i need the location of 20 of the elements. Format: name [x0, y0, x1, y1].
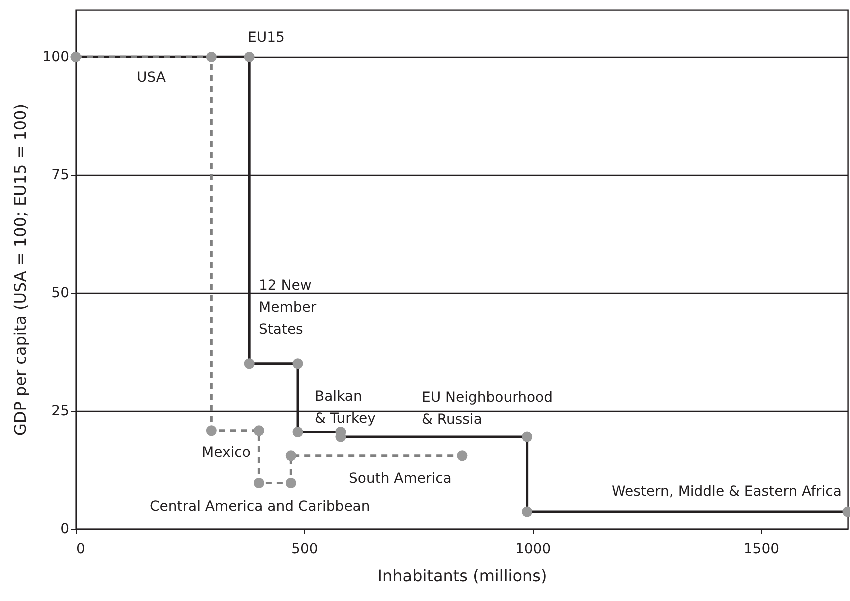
x-tick-label: 500 [292, 542, 318, 558]
annotation: EU15 [248, 30, 285, 46]
annotation: Western, Middle & Eastern Africa [612, 484, 842, 500]
x-tick-label: 1500 [744, 542, 780, 558]
y-tick-label: 75 [52, 168, 70, 184]
annotation: 12 New Member States [259, 278, 317, 338]
y-tick-label: 100 [42, 50, 70, 66]
y-tick-label: 25 [52, 404, 70, 420]
annotation: Mexico [202, 445, 251, 461]
y-tick-label: 50 [52, 286, 70, 302]
annotation: Central America and Caribbean [150, 499, 370, 515]
y-axis-title: GDP per capita (USA = 100; EU15 = 100) [10, 104, 30, 436]
x-axis-title: Inhabitants (millions) [378, 566, 548, 586]
annotation: South America [349, 471, 452, 487]
annotation: USA [137, 70, 166, 86]
y-tick-label: 0 [60, 522, 70, 538]
annotation: EU Neighbourhood & Russia [422, 390, 554, 428]
annotation: Balkan & Turkey [315, 389, 376, 427]
x-tick-label: 1000 [515, 542, 552, 558]
x-tick-label: 0 [76, 542, 86, 558]
